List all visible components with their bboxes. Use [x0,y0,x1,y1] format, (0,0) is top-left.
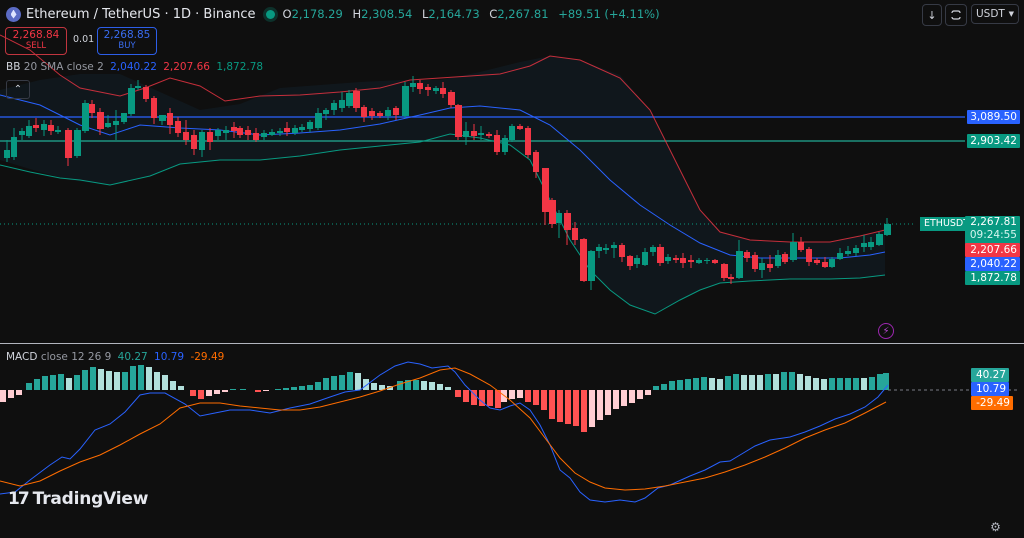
bb-upper-label: 2,207.66 [965,243,1020,257]
macd-legend[interactable]: MACD close 12 26 9 40.27 10.79 -29.49 [6,351,224,363]
lightning-icon[interactable]: ⚡ [878,323,894,339]
high-value: 2,308.54 [361,7,413,21]
ethereum-logo-icon [6,6,21,22]
chevron-down-icon: ▼ [1008,10,1014,18]
price-label-3089: 3,089.50 [967,110,1020,124]
buy-button[interactable]: 2,268.85 BUY [97,27,157,55]
close-label: C [489,7,498,21]
macd-signal-value: -29.49 [190,351,225,363]
buy-price: 2,268.85 [103,29,151,41]
buy-label: BUY [118,41,136,51]
sell-price: 2,268.84 [12,29,60,41]
arrow-down-icon: ↓ [927,8,937,22]
change-value: +89.51 (+4.11%) [558,7,660,21]
bb-lower-label: 1,872.78 [965,271,1020,285]
macd-line-label: 10.79 [971,382,1009,396]
close-value: 2,267.81 [497,7,549,21]
bb-basis-value: 2,040.22 [110,61,157,73]
bb-name: BB [6,61,21,73]
pane-divider[interactable] [0,343,1024,344]
market-open-status-icon [265,9,275,19]
bb-lower-line [0,133,886,315]
macd-line-value: 10.79 [154,351,185,363]
bb-basis-label: 2,040.22 [965,257,1020,271]
gear-icon[interactable]: ⚙ [990,520,1001,534]
currency-value: USDT [976,8,1005,20]
signal-line [0,367,887,491]
open-label: O [282,7,292,21]
currency-select[interactable]: USDT ▼ [971,4,1019,24]
swap-icon [951,10,961,20]
macd-name: MACD [6,351,38,363]
open-value: 2,178.29 [291,7,343,21]
bb-upper-value: 2,207.66 [163,61,210,73]
bb-lower-value: 1,872.78 [216,61,264,73]
low-value: 2,164.73 [428,7,480,21]
high-label: H [352,7,362,21]
symbol-tag: ETHUSDT [920,217,974,231]
tradingview-mark-icon: 17 [8,489,30,509]
last-price-value: 2,267.81 [970,216,1017,228]
sell-button[interactable]: 2,268.84 SELL [5,27,67,55]
sell-label: SELL [25,41,47,51]
ohlc-values: O2,178.29 H2,308.54 L2,164.73 C2,267.81 … [283,7,660,21]
tradingview-text: TradingView [32,489,149,509]
macd-params: close 12 26 9 [40,351,112,363]
compare-button[interactable] [945,4,967,26]
download-button[interactable]: ↓ [922,4,942,26]
bar-countdown: 09:24:55 [969,229,1017,241]
last-price-label: 2,267.81 09:24:55 [965,216,1020,244]
chevron-up-icon: ⌃ [13,84,23,95]
macd-line [0,361,889,503]
bb-legend[interactable]: BB 20 SMA close 2 2,040.22 2,207.66 1,87… [6,61,263,73]
symbol-header: Ethereum / TetherUS · 1D · Binance O2,17… [6,4,660,24]
tradingview-logo[interactable]: 17 TradingView [8,489,148,509]
macd-hist-value: 40.27 [117,351,148,363]
macd-histogram [0,365,889,432]
bb-params: 20 SMA close 2 [23,61,104,73]
macd-signal-label: -29.49 [971,396,1013,410]
bb-upper-line [0,34,886,243]
symbol-title[interactable]: Ethereum / TetherUS · 1D · Binance [26,6,256,22]
price-label-2903: 2,903.42 [967,134,1020,148]
low-label: L [422,7,429,21]
spread-value: 0.01 [73,34,95,45]
collapse-legend-button[interactable]: ⌃ [6,80,30,99]
macd-hist-label: 40.27 [971,368,1009,382]
candles [4,76,891,290]
